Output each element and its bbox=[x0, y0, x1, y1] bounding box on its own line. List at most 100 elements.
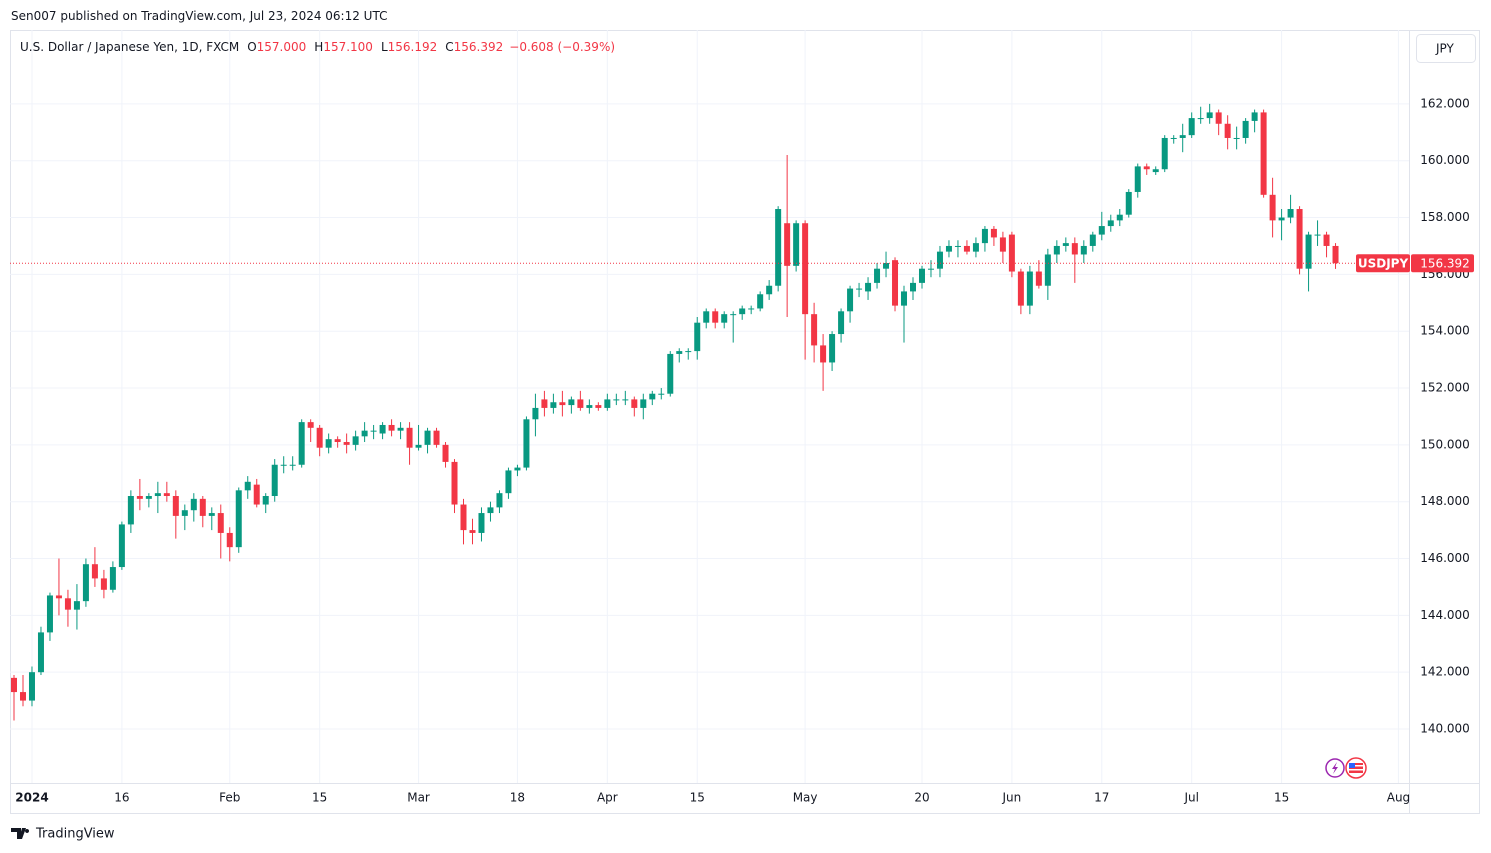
candle-body bbox=[757, 294, 764, 309]
x-tick-label: Jun bbox=[1002, 791, 1022, 805]
x-tick-label: 20 bbox=[914, 791, 929, 805]
candle-body bbox=[1143, 166, 1150, 170]
ohlc-key: C bbox=[445, 40, 453, 54]
candle-body bbox=[37, 632, 44, 673]
candle-body bbox=[199, 498, 206, 516]
candle-body bbox=[883, 263, 890, 269]
candle-body bbox=[397, 427, 404, 431]
candle-body bbox=[505, 470, 512, 494]
candle-body bbox=[1008, 234, 1015, 272]
symbol-tag bbox=[1356, 254, 1410, 273]
candle-body bbox=[208, 513, 215, 516]
candle-body bbox=[676, 351, 683, 354]
candle-body bbox=[55, 595, 62, 599]
y-tick-label: 158.000 bbox=[1420, 210, 1470, 224]
candle-body bbox=[316, 427, 323, 448]
candle-body bbox=[217, 513, 224, 533]
candle-body bbox=[271, 464, 278, 497]
x-tick-label: 18 bbox=[510, 791, 525, 805]
candle-body bbox=[46, 595, 53, 633]
candle-body bbox=[1305, 234, 1312, 269]
candle-body bbox=[307, 422, 314, 428]
y-tick-label: 162.000 bbox=[1420, 96, 1470, 110]
candle-body bbox=[262, 496, 269, 505]
candle-body bbox=[838, 311, 845, 335]
y-tick-label: 148.000 bbox=[1420, 494, 1470, 508]
candle-body bbox=[802, 223, 809, 315]
candle-body bbox=[829, 334, 836, 363]
candle-body bbox=[640, 399, 647, 408]
candle-body bbox=[388, 424, 395, 431]
candle-body bbox=[1071, 243, 1078, 255]
candle-body bbox=[586, 405, 593, 408]
candle-body bbox=[730, 314, 737, 316]
candle-body bbox=[136, 496, 143, 499]
candle-body bbox=[1053, 245, 1060, 255]
candle-body bbox=[865, 282, 872, 292]
candle-body bbox=[1224, 123, 1231, 138]
labels: 140.000 142.000 144.000 146.000 148.000 150.0… bbox=[15, 96, 1474, 805]
candle-body bbox=[1197, 118, 1204, 120]
candle-body bbox=[1260, 112, 1267, 195]
candle-body bbox=[370, 430, 377, 432]
candle-body bbox=[577, 399, 584, 408]
y-tick-label: 154.000 bbox=[1420, 324, 1470, 338]
candle-body bbox=[109, 567, 116, 590]
candle-body bbox=[595, 405, 602, 408]
candle-body bbox=[127, 496, 134, 525]
candle-body bbox=[145, 496, 152, 499]
candle-body bbox=[460, 504, 467, 531]
candle-body bbox=[613, 399, 620, 401]
candle-body bbox=[685, 351, 692, 353]
candle-body bbox=[568, 399, 575, 406]
currency-button[interactable] bbox=[1416, 34, 1476, 63]
candle-body bbox=[442, 444, 449, 462]
candle-body bbox=[622, 399, 629, 401]
candle-body bbox=[1170, 137, 1177, 139]
x-tick-label: Jul bbox=[1183, 791, 1198, 805]
candle-body bbox=[892, 260, 899, 306]
candle-body bbox=[963, 245, 970, 252]
chart-frame bbox=[10, 30, 1480, 814]
candle-body bbox=[667, 353, 674, 394]
candle-body bbox=[73, 601, 80, 610]
candle-body bbox=[990, 228, 997, 238]
candle-body bbox=[703, 311, 710, 323]
candle-body bbox=[1080, 245, 1087, 255]
candle-body bbox=[901, 291, 908, 306]
candle-body bbox=[945, 245, 952, 252]
candle-body bbox=[874, 268, 881, 283]
candle-body bbox=[856, 288, 863, 290]
candle-body bbox=[1332, 245, 1339, 264]
candle-body bbox=[658, 393, 665, 395]
candle-body bbox=[775, 209, 782, 286]
candle-body bbox=[163, 493, 170, 497]
candle-body bbox=[379, 424, 386, 434]
candle-body bbox=[487, 507, 494, 514]
candle-body bbox=[820, 345, 827, 363]
candle-body bbox=[649, 393, 656, 400]
candle-body bbox=[918, 268, 925, 283]
candle-body bbox=[244, 481, 251, 491]
tradingview-logo bbox=[11, 828, 30, 839]
candle-body bbox=[1206, 112, 1213, 119]
candle-body bbox=[523, 419, 530, 468]
candle-body bbox=[172, 496, 179, 516]
candle-body bbox=[766, 285, 773, 295]
candle-body bbox=[1035, 271, 1042, 286]
grid bbox=[10, 30, 1409, 783]
candle-body bbox=[811, 314, 818, 346]
price-tag-label: 156.392 bbox=[1420, 257, 1470, 271]
candle-body bbox=[28, 672, 35, 701]
candle-body bbox=[1152, 169, 1159, 173]
currency-label[interactable]: JPY bbox=[1435, 42, 1455, 56]
candle-body bbox=[936, 251, 943, 269]
x-tick-label: Aug bbox=[1387, 791, 1410, 805]
x-tick-label: 17 bbox=[1094, 791, 1109, 805]
candle-body bbox=[298, 422, 305, 465]
ohlc-value: 157.000 bbox=[257, 40, 307, 54]
y-tick-label: 140.000 bbox=[1420, 722, 1470, 736]
candle-body bbox=[1314, 234, 1321, 236]
